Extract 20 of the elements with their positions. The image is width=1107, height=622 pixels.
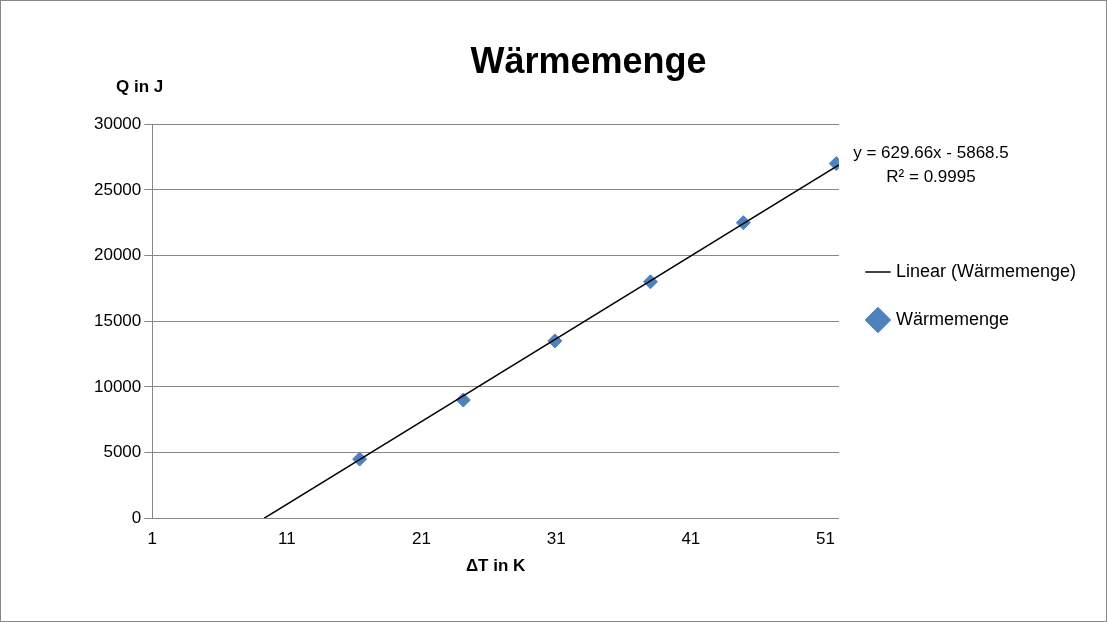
y-tick-label: 5000 <box>103 442 142 462</box>
y-tick-label: 30000 <box>93 113 142 133</box>
x-tick-label: 51 <box>816 529 835 549</box>
y-tick-label: 10000 <box>93 376 142 396</box>
y-axis-title: Q in J <box>116 77 164 97</box>
x-tick-label: 21 <box>412 529 432 549</box>
x-tick-label: 11 <box>278 529 296 549</box>
chart-title: Wärmemenge <box>470 39 707 81</box>
x-tick-label: 31 <box>546 529 566 549</box>
x-tick-label: 41 <box>681 529 701 549</box>
legend-label: Linear (Wärmemenge) <box>895 260 1076 281</box>
y-tick-label: 20000 <box>93 245 142 265</box>
y-tick-label: 25000 <box>93 179 142 199</box>
text: R² = 0.9995 <box>885 166 977 188</box>
x-axis-title: ΔT in K <box>465 556 527 576</box>
x-tick-label: 1 <box>147 529 158 549</box>
legend-label: Wärmemenge <box>895 308 1009 329</box>
y-tick-label: 0 <box>131 507 142 527</box>
y-tick-label: 15000 <box>93 310 142 330</box>
text: y = 629.66x - 5868.5 <box>852 142 1010 164</box>
